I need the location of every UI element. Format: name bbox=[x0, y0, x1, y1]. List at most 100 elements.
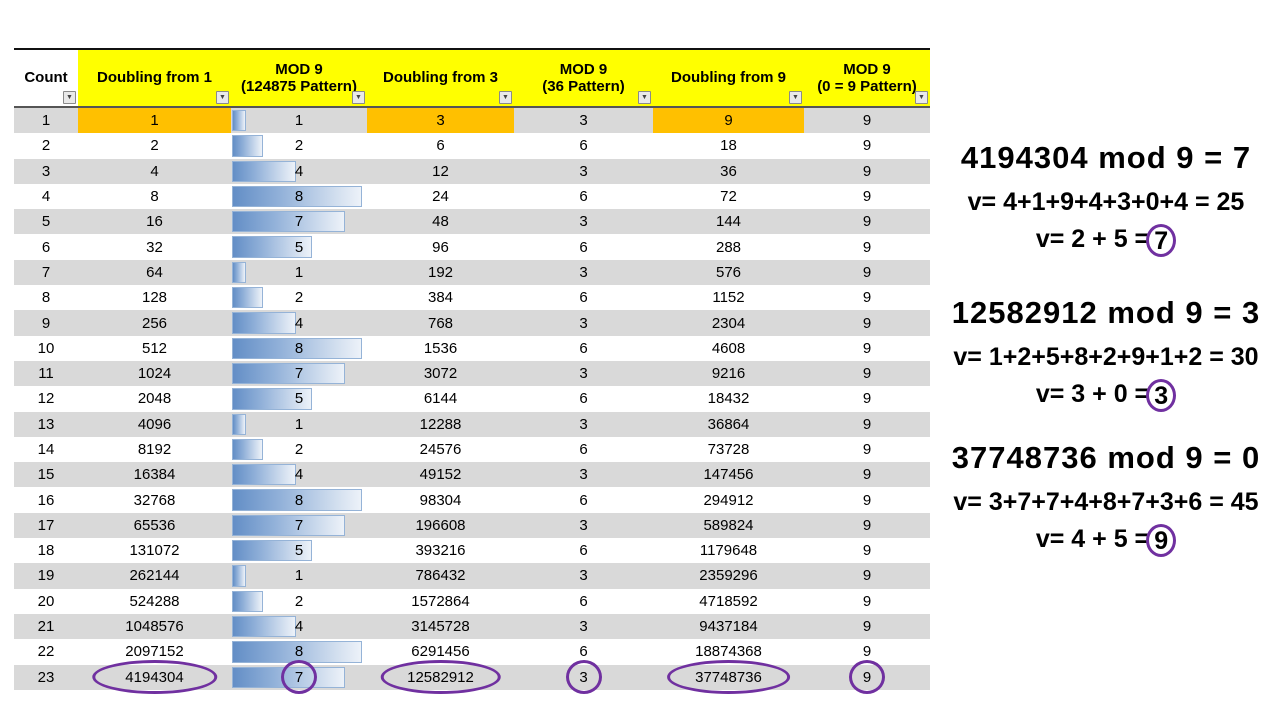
table-cell[interactable]: 18874368 bbox=[653, 639, 804, 665]
table-cell[interactable]: 9 bbox=[804, 108, 930, 134]
table-cell[interactable]: 8 bbox=[231, 183, 367, 210]
table-cell[interactable]: 3 bbox=[514, 209, 653, 235]
table-cell[interactable]: 21 bbox=[14, 613, 78, 640]
table-cell[interactable]: 9 bbox=[804, 183, 930, 210]
table-cell[interactable]: 589824 bbox=[653, 512, 804, 539]
table-cell[interactable]: 18 bbox=[14, 538, 78, 564]
table-cell[interactable]: 37748736 bbox=[653, 660, 804, 695]
table-cell[interactable]: 16384 bbox=[78, 462, 231, 488]
table-cell[interactable]: 4 bbox=[231, 310, 367, 336]
table-cell[interactable]: 6 bbox=[514, 335, 653, 361]
table-cell[interactable]: 6 bbox=[514, 487, 653, 513]
table-cell[interactable]: 20 bbox=[14, 588, 78, 614]
table-cell[interactable]: 13 bbox=[14, 411, 78, 437]
table-cell[interactable]: 147456 bbox=[653, 462, 804, 488]
table-cell[interactable]: 4096 bbox=[78, 411, 231, 437]
table-cell[interactable]: 6 bbox=[514, 234, 653, 260]
table-cell[interactable]: 9 bbox=[804, 462, 930, 488]
table-cell[interactable]: 8 bbox=[231, 335, 367, 361]
table-cell[interactable]: 9 bbox=[804, 411, 930, 437]
table-cell[interactable]: 576 bbox=[653, 259, 804, 286]
table-cell[interactable]: 9 bbox=[804, 285, 930, 311]
table-cell[interactable]: 9 bbox=[804, 436, 930, 463]
table-cell[interactable]: 294912 bbox=[653, 487, 804, 513]
table-cell[interactable]: 96 bbox=[367, 234, 514, 260]
table-cell[interactable]: 192 bbox=[367, 259, 514, 286]
table-cell[interactable]: 7 bbox=[231, 660, 367, 695]
table-cell[interactable]: 4608 bbox=[653, 335, 804, 361]
table-cell[interactable]: 1 bbox=[14, 108, 78, 134]
table-cell[interactable]: 1 bbox=[231, 411, 367, 437]
table-cell[interactable]: 3 bbox=[367, 108, 514, 134]
table-cell[interactable]: 8 bbox=[231, 487, 367, 513]
table-cell[interactable]: 22 bbox=[14, 639, 78, 665]
table-cell[interactable]: 16 bbox=[78, 209, 231, 235]
table-cell[interactable]: 9 bbox=[653, 108, 804, 134]
table-cell[interactable]: 2 bbox=[231, 285, 367, 311]
table-cell[interactable]: 1572864 bbox=[367, 588, 514, 614]
table-cell[interactable]: 8 bbox=[14, 285, 78, 311]
table-cell[interactable]: 7 bbox=[231, 360, 367, 387]
table-cell[interactable]: 144 bbox=[653, 209, 804, 235]
table-cell[interactable]: 19 bbox=[14, 563, 78, 589]
table-cell[interactable]: 3145728 bbox=[367, 613, 514, 640]
table-cell[interactable]: 2 bbox=[14, 133, 78, 159]
table-cell[interactable]: 9 bbox=[804, 588, 930, 614]
table-cell[interactable]: 18 bbox=[653, 133, 804, 159]
table-cell[interactable]: 48 bbox=[367, 209, 514, 235]
table-cell[interactable]: 32768 bbox=[78, 487, 231, 513]
table-cell[interactable]: 36864 bbox=[653, 411, 804, 437]
table-cell[interactable]: 393216 bbox=[367, 538, 514, 564]
table-cell[interactable]: 9 bbox=[804, 360, 930, 387]
table-cell[interactable]: 6 bbox=[514, 285, 653, 311]
table-cell[interactable]: 1024 bbox=[78, 360, 231, 387]
table-cell[interactable]: 6 bbox=[514, 386, 653, 412]
table-cell[interactable]: 9 bbox=[804, 613, 930, 640]
filter-dropdown-icon[interactable]: ▼ bbox=[789, 91, 802, 104]
table-cell[interactable]: 6291456 bbox=[367, 639, 514, 665]
table-cell[interactable]: 524288 bbox=[78, 588, 231, 614]
table-cell[interactable]: 3 bbox=[514, 360, 653, 387]
table-cell[interactable]: 262144 bbox=[78, 563, 231, 589]
table-cell[interactable]: 14 bbox=[14, 436, 78, 463]
table-cell[interactable]: 3 bbox=[514, 613, 653, 640]
table-cell[interactable]: 49152 bbox=[367, 462, 514, 488]
table-cell[interactable]: 3 bbox=[514, 660, 653, 695]
table-cell[interactable]: 9216 bbox=[653, 360, 804, 387]
table-cell[interactable]: 9 bbox=[804, 512, 930, 539]
table-cell[interactable]: 1 bbox=[78, 108, 231, 134]
table-cell[interactable]: 2359296 bbox=[653, 563, 804, 589]
table-cell[interactable]: 4 bbox=[14, 183, 78, 210]
table-cell[interactable]: 9 bbox=[804, 133, 930, 159]
table-cell[interactable]: 32 bbox=[78, 234, 231, 260]
table-cell[interactable]: 3 bbox=[514, 158, 653, 184]
table-cell[interactable]: 1 bbox=[231, 563, 367, 589]
table-cell[interactable]: 512 bbox=[78, 335, 231, 361]
table-cell[interactable]: 6144 bbox=[367, 386, 514, 412]
table-cell[interactable]: 3 bbox=[514, 411, 653, 437]
table-cell[interactable]: 2048 bbox=[78, 386, 231, 412]
table-cell[interactable]: 3 bbox=[514, 310, 653, 336]
table-cell[interactable]: 73728 bbox=[653, 436, 804, 463]
table-cell[interactable]: 8 bbox=[78, 183, 231, 210]
table-cell[interactable]: 786432 bbox=[367, 563, 514, 589]
table-cell[interactable]: 8192 bbox=[78, 436, 231, 463]
table-cell[interactable]: 12582912 bbox=[367, 660, 514, 695]
table-cell[interactable]: 2304 bbox=[653, 310, 804, 336]
table-cell[interactable]: 3 bbox=[514, 462, 653, 488]
table-cell[interactable]: 9 bbox=[804, 538, 930, 564]
table-cell[interactable]: 12 bbox=[14, 386, 78, 412]
table-cell[interactable]: 6 bbox=[514, 436, 653, 463]
table-cell[interactable]: 9 bbox=[804, 386, 930, 412]
table-cell[interactable]: 768 bbox=[367, 310, 514, 336]
table-cell[interactable]: 131072 bbox=[78, 538, 231, 564]
table-cell[interactable]: 9 bbox=[804, 639, 930, 665]
table-cell[interactable]: 10 bbox=[14, 335, 78, 361]
table-cell[interactable]: 9 bbox=[804, 335, 930, 361]
table-cell[interactable]: 9 bbox=[14, 310, 78, 336]
table-cell[interactable]: 4718592 bbox=[653, 588, 804, 614]
table-cell[interactable]: 4 bbox=[231, 462, 367, 488]
table-cell[interactable]: 1 bbox=[231, 108, 367, 134]
table-cell[interactable]: 11 bbox=[14, 360, 78, 387]
table-cell[interactable]: 6 bbox=[514, 133, 653, 159]
